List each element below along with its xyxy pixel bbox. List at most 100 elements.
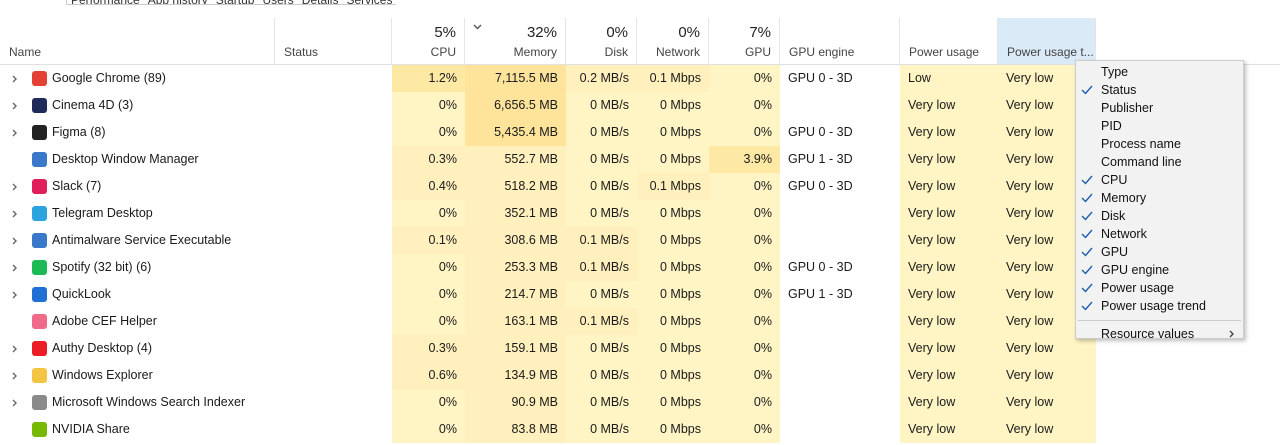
cell: Very low [998, 416, 1096, 443]
cell [780, 389, 900, 416]
menu-item[interactable]: Network [1101, 227, 1147, 241]
app-icon [32, 422, 47, 437]
expand-arrow [12, 291, 17, 299]
column-header[interactable]: 32% Memory [465, 18, 566, 64]
cell: Very low [998, 335, 1096, 362]
app-icon [32, 314, 47, 329]
menu-item[interactable]: Power usage trend [1101, 299, 1206, 313]
cell: 159.1 MB [465, 335, 566, 362]
cell: GPU 0 - 3D [788, 71, 853, 85]
column-header[interactable]: Power usage [900, 18, 998, 64]
column-header[interactable]: 7% GPU [709, 18, 780, 64]
tab[interactable]: Performance [67, 0, 144, 4]
process-row[interactable]: Google Chrome (89) 1.2% 7,115.5 MB 0.2 MB/s… [0, 65, 1096, 92]
cell: 0.4% [392, 173, 465, 200]
tab[interactable]: Startup [212, 0, 259, 4]
process-row[interactable]: QuickLook 0% 214.7 MB 0 MB/s 0 Mbps 0% GPU 1 -… [0, 281, 1096, 308]
menu-item[interactable]: CPU [1101, 173, 1128, 187]
app-icon [32, 152, 47, 167]
process-row[interactable]: Windows Explorer 0.6% 134.9 MB 0 MB/s 0 Mbps… [0, 362, 1096, 389]
cell: Spotify (32 bit) (6) [52, 260, 152, 274]
menu-item[interactable]: GPU [1101, 245, 1129, 259]
column-label: GPU [744, 45, 771, 59]
process-row[interactable]: Spotify (32 bit) (6) 0% 253.3 MB 0.1 MB/s 0 … [0, 254, 1096, 281]
process-row[interactable]: Desktop Window Manager 0.3% 552.7 MB 0 MB/s… [0, 146, 1096, 173]
cell: 0% [709, 119, 780, 146]
column-header[interactable]: Status [275, 18, 392, 64]
cell: 0 MB/s [566, 389, 637, 416]
cell: Very low [900, 308, 998, 335]
menu-item[interactable]: GPU engine [1101, 263, 1170, 277]
menu-item[interactable]: PID [1101, 119, 1122, 133]
cell: GPU 1 - 3D [788, 152, 853, 166]
expand-arrow [12, 210, 17, 218]
column-header[interactable]: 0% Network [637, 18, 709, 64]
cell: 253.3 MB [465, 254, 566, 281]
tab[interactable]: App history [144, 0, 212, 4]
cell [780, 308, 900, 335]
tab[interactable]: Services [342, 0, 396, 4]
process-row[interactable]: Slack (7) 0.4% 518.2 MB 0 MB/s 0.1 Mbps 0% GPU… [0, 173, 1096, 200]
cell: Very low [900, 335, 998, 362]
menu-item[interactable]: Process name [1101, 137, 1181, 151]
process-row[interactable]: Authy Desktop (4) 0.3% 159.1 MB 0 MB/s 0 Mbp… [0, 335, 1096, 362]
tab[interactable]: Users [258, 0, 297, 4]
process-row[interactable]: Cinema 4D (3) 0% 6,656.5 MB 0 MB/s 0 Mbps 0% V… [0, 92, 1096, 119]
cell: 83.8 MB [465, 416, 566, 443]
check-mark [1081, 265, 1093, 275]
cell: 0 Mbps [637, 389, 709, 416]
check-mark [1081, 301, 1093, 311]
column-header[interactable]: 5% CPU [392, 18, 465, 64]
column-label: Status [284, 45, 319, 59]
column-header[interactable]: Power usage t... [998, 18, 1096, 64]
menu-item[interactable]: Power usage [1101, 281, 1174, 295]
cell: Very low [998, 362, 1096, 389]
menu-item[interactable]: Status [1101, 83, 1137, 97]
cell [780, 227, 900, 254]
cell: 0.3% [392, 335, 465, 362]
cell: 0% [392, 389, 465, 416]
check-mark [1081, 85, 1093, 95]
app-icon [32, 125, 47, 140]
cell: 0 Mbps [637, 119, 709, 146]
process-row[interactable]: Antimalware Service Executable 0.1% 308.6 … [0, 227, 1096, 254]
cell: Very low [998, 389, 1096, 416]
menu-item[interactable]: Type [1101, 65, 1129, 79]
column-header[interactable]: 0% Disk [566, 18, 637, 64]
cell: 0% [392, 200, 465, 227]
cell: 0.1 MB/s [566, 308, 637, 335]
cell: 0% [709, 389, 780, 416]
process-row[interactable]: Telegram Desktop 0% 352.1 MB 0 MB/s 0 Mbps 0%… [0, 200, 1096, 227]
cell: 0.1 MB/s [566, 227, 637, 254]
process-row[interactable]: Microsoft Windows Search Indexer 0% 90.9 M… [0, 389, 1096, 416]
process-row[interactable]: Figma (8) 0% 5,435.4 MB 0 MB/s 0 Mbps 0% GPU 0… [0, 119, 1096, 146]
cell: 0% [709, 173, 780, 200]
cell: 0.1 Mbps [637, 173, 709, 200]
cell: Figma (8) [52, 125, 106, 139]
tab[interactable]: Details [298, 0, 343, 4]
column-label: Disk [604, 45, 628, 59]
process-row[interactable]: Adobe CEF Helper 0% 163.1 MB 0.1 MB/s 0 Mbps… [0, 308, 1096, 335]
cell: 0 MB/s [566, 281, 637, 308]
menu-item[interactable]: Command line [1101, 155, 1182, 169]
cell: 0 MB/s [566, 362, 637, 389]
menu-item[interactable]: Publisher [1101, 101, 1154, 115]
column-label: Memory [513, 45, 557, 59]
menu-item[interactable]: Memory [1101, 191, 1147, 205]
cell: GPU 0 - 3D [788, 125, 853, 139]
column-total: 32% [526, 24, 557, 41]
menu-item[interactable]: Resource values [1101, 327, 1195, 339]
cell: Very low [900, 146, 998, 173]
cell: 7,115.5 MB [465, 65, 566, 92]
column-total: 7% [749, 24, 771, 41]
cell: 0 MB/s [566, 92, 637, 119]
process-row[interactable]: NVIDIA Share 0% 83.8 MB 0 MB/s 0 Mbps 0% Very … [0, 416, 1096, 443]
column-header[interactable]: Name [0, 18, 275, 64]
cell: 1.2% [392, 65, 465, 92]
app-icon [32, 287, 47, 302]
column-header[interactable]: GPU engine [780, 18, 900, 64]
column-label: Power usage t... [1007, 45, 1094, 59]
cell: 0% [709, 227, 780, 254]
app-icon [32, 395, 47, 410]
menu-item[interactable]: Disk [1101, 209, 1126, 223]
